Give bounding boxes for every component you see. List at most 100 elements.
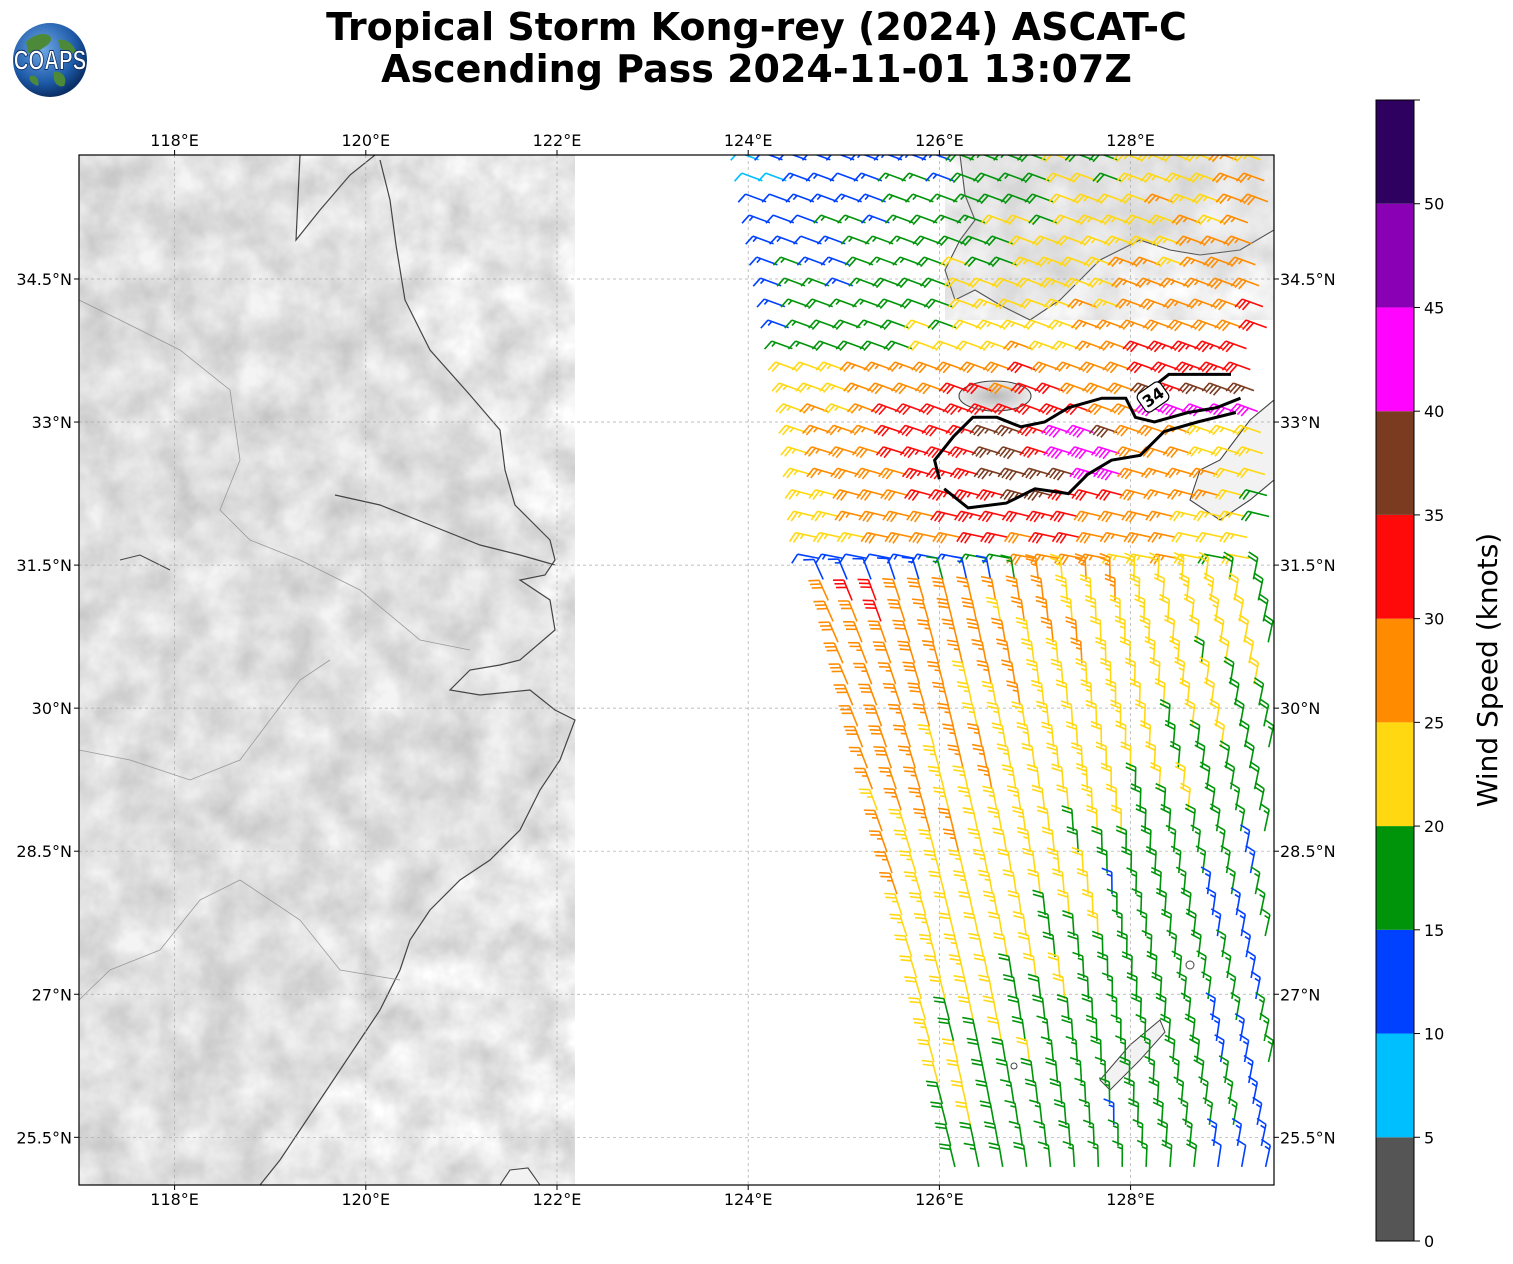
- wind-barb: [933, 996, 951, 1021]
- lon-tick-label-top: 124°E: [724, 131, 773, 150]
- wind-barb: [966, 618, 983, 643]
- wind-barb: [1015, 1036, 1031, 1063]
- wind-barb: [1252, 572, 1264, 601]
- wind-barb: [1222, 551, 1234, 580]
- lat-tick-label-left: 34.5°N: [16, 270, 72, 289]
- wind-barb: [1145, 510, 1174, 522]
- colorbar-tick-label: 30: [1424, 610, 1444, 629]
- wind-barb: [987, 911, 1004, 937]
- wind-barb: [982, 995, 998, 1021]
- wind-barb: [938, 1143, 956, 1168]
- wind-barb: [803, 558, 824, 580]
- wind-barb: [1061, 1014, 1074, 1042]
- colorbar-bin: [1376, 722, 1414, 827]
- wind-barb: [997, 467, 1027, 481]
- wind-barb: [877, 662, 897, 685]
- wind-barb: [1076, 867, 1089, 895]
- wind-barb: [921, 640, 940, 664]
- wind-barb: [997, 848, 1013, 874]
- colorbar-label: Wind Speed (knots): [1471, 533, 1504, 807]
- wind-barb: [1081, 993, 1094, 1021]
- wind-barb: [1067, 446, 1096, 460]
- wind-barb: [1024, 1078, 1039, 1104]
- wind-barb: [962, 1016, 979, 1042]
- wind-barb: [873, 424, 903, 437]
- wind-barb: [962, 807, 979, 832]
- wind-barb: [1196, 950, 1207, 979]
- wind-barb: [954, 510, 983, 523]
- wind-barb: [1238, 719, 1250, 748]
- wind-barb: [1065, 616, 1078, 643]
- wind-barb: [932, 786, 950, 811]
- wind-barb: [1086, 804, 1098, 832]
- wind-barb: [827, 558, 848, 580]
- wind-barb: [983, 1121, 1000, 1147]
- lat-tick-label-right: 27°N: [1280, 985, 1320, 1004]
- wind-barb: [1047, 952, 1061, 979]
- wind-barb: [1247, 1075, 1259, 1105]
- wind-barb: [1166, 489, 1196, 500]
- wind-barb: [1185, 1139, 1198, 1167]
- wind-barb: [1215, 929, 1227, 958]
- wind-barb: [1013, 1141, 1028, 1168]
- wind-barb: [1232, 593, 1245, 622]
- wind-barb: [1045, 637, 1059, 664]
- wind-barb: [1097, 951, 1109, 979]
- globe-icon: [13, 23, 87, 97]
- wind-barb: [1221, 361, 1251, 374]
- wind-barb: [961, 597, 978, 622]
- wind-barb: [1007, 994, 1022, 1021]
- wind-barb: [814, 553, 844, 564]
- wind-barb: [1223, 235, 1252, 247]
- wind-barb: [985, 596, 1002, 622]
- wind-barb: [889, 913, 908, 937]
- wind-barb: [1116, 172, 1146, 184]
- wind-barb: [1123, 531, 1152, 544]
- wind-barb: [1074, 1077, 1087, 1104]
- wind-barb: [808, 489, 838, 500]
- wind-barb: [1080, 678, 1093, 706]
- wind-barb: [892, 724, 912, 748]
- wind-barb: [1205, 992, 1216, 1021]
- lon-tick-label-bottom: 128°E: [1106, 1190, 1155, 1209]
- wind-barb: [1052, 973, 1066, 1000]
- wind-barb: [1053, 1098, 1067, 1125]
- wind-barb: [802, 424, 831, 436]
- wind-barb: [1017, 931, 1032, 958]
- wind-barb: [986, 701, 1002, 727]
- wind-barb: [953, 870, 970, 895]
- wind-barb: [1112, 424, 1142, 437]
- wind-barb: [1226, 256, 1256, 268]
- wind-barb: [813, 600, 834, 622]
- wind-barb: [848, 641, 868, 664]
- wind-barb: [1238, 489, 1268, 500]
- wind-barb: [1010, 596, 1026, 622]
- wind-barb: [959, 1121, 976, 1147]
- wind-barb: [854, 467, 883, 480]
- wind-barb: [904, 489, 933, 501]
- wind-barb: [857, 578, 877, 601]
- wind-barb: [1214, 489, 1244, 500]
- wind-barb: [992, 827, 1008, 853]
- wind-barb: [908, 997, 927, 1021]
- wind-barb: [1235, 172, 1265, 184]
- wind-barb: [1060, 700, 1074, 727]
- wind-barb: [1027, 868, 1042, 895]
- wind-barb: [1248, 761, 1260, 790]
- wind-barb: [1070, 637, 1083, 664]
- wind-barb: [853, 662, 873, 685]
- wind-barb: [1230, 991, 1241, 1021]
- wind-barb: [1255, 886, 1266, 916]
- wind-barb: [1210, 298, 1240, 311]
- wind-barb: [843, 620, 863, 643]
- wind-barb: [1045, 467, 1074, 481]
- wind-barb: [1008, 1120, 1024, 1147]
- wind-barb: [828, 446, 857, 459]
- wind-barb: [897, 640, 916, 664]
- wind-barb: [877, 557, 896, 580]
- wind-barb: [1234, 1012, 1245, 1042]
- wind-barb: [778, 424, 807, 436]
- wind-barb: [917, 1038, 935, 1063]
- wind-barb: [956, 531, 985, 544]
